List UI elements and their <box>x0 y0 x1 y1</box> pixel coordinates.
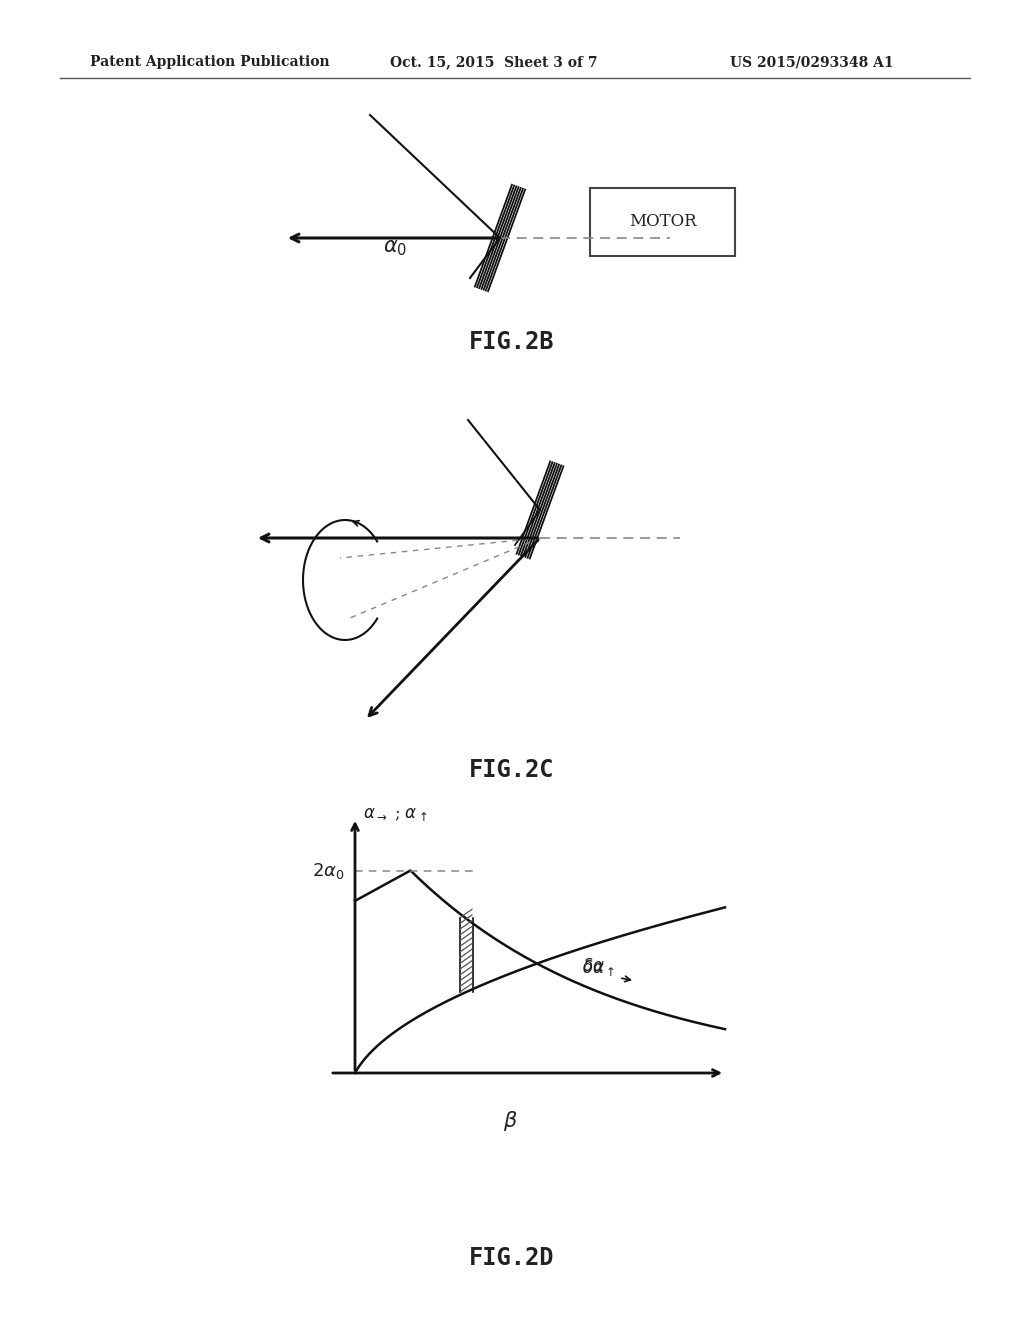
Text: FIG.2B: FIG.2B <box>469 330 555 354</box>
Text: $\alpha_0$: $\alpha_0$ <box>383 238 408 257</box>
Text: $\delta\alpha_{\uparrow}$: $\delta\alpha_{\uparrow}$ <box>582 958 614 978</box>
Text: MOTOR: MOTOR <box>629 214 696 231</box>
Text: $\delta\alpha$: $\delta\alpha$ <box>582 958 605 974</box>
Text: FIG.2C: FIG.2C <box>469 758 555 781</box>
Text: US 2015/0293348 A1: US 2015/0293348 A1 <box>730 55 894 69</box>
Text: FIG.2D: FIG.2D <box>469 1246 555 1270</box>
Text: $\beta$: $\beta$ <box>503 1109 518 1133</box>
Text: Oct. 15, 2015  Sheet 3 of 7: Oct. 15, 2015 Sheet 3 of 7 <box>390 55 597 69</box>
Text: $\alpha_{\rightarrow}$ ; $\alpha_{\uparrow}$: $\alpha_{\rightarrow}$ ; $\alpha_{\uparr… <box>362 807 427 822</box>
Text: $2\alpha_0$: $2\alpha_0$ <box>312 861 345 880</box>
Text: Patent Application Publication: Patent Application Publication <box>90 55 330 69</box>
FancyBboxPatch shape <box>590 187 735 256</box>
